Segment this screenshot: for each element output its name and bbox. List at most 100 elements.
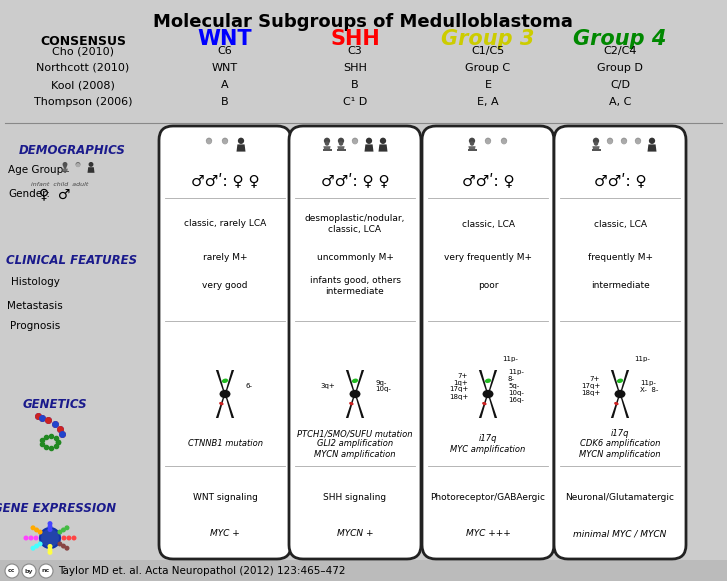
Circle shape xyxy=(324,138,330,144)
Text: CTNNB1 mutation: CTNNB1 mutation xyxy=(188,439,262,449)
Text: ♂♂ʹ: ♀: ♂♂ʹ: ♀ xyxy=(462,174,514,188)
Circle shape xyxy=(31,525,36,530)
Text: Group C: Group C xyxy=(465,63,510,73)
Ellipse shape xyxy=(219,402,224,406)
Ellipse shape xyxy=(222,379,228,383)
Text: Gender:: Gender: xyxy=(8,189,50,199)
Polygon shape xyxy=(379,145,387,152)
Circle shape xyxy=(61,528,66,532)
Text: C2/C4: C2/C4 xyxy=(603,46,637,56)
Circle shape xyxy=(47,527,52,532)
Text: MYC +: MYC + xyxy=(210,529,240,539)
Text: B: B xyxy=(351,80,359,90)
Polygon shape xyxy=(63,168,68,172)
Text: nc: nc xyxy=(42,568,50,573)
FancyBboxPatch shape xyxy=(422,126,554,559)
Text: Taylor MD et. al. Acta Neuropathol (2012) 123:465–472: Taylor MD et. al. Acta Neuropathol (2012… xyxy=(58,566,345,576)
Polygon shape xyxy=(611,396,619,418)
Polygon shape xyxy=(489,396,497,418)
Polygon shape xyxy=(468,146,475,150)
Circle shape xyxy=(40,528,60,548)
Text: i17q
MYC amplification: i17q MYC amplification xyxy=(450,435,526,454)
Text: minimal MYC / MYCN: minimal MYC / MYCN xyxy=(574,529,667,539)
Polygon shape xyxy=(479,370,488,393)
Text: ♂♂ʹ: ♀ ♀: ♂♂ʹ: ♀ ♀ xyxy=(190,174,260,188)
Circle shape xyxy=(607,139,613,145)
Circle shape xyxy=(222,138,228,144)
Ellipse shape xyxy=(352,379,358,383)
Circle shape xyxy=(38,541,43,547)
Polygon shape xyxy=(216,370,225,393)
Text: Photoreceptor/GABAergic: Photoreceptor/GABAergic xyxy=(430,493,545,503)
Circle shape xyxy=(379,138,386,144)
Circle shape xyxy=(47,524,52,529)
Text: uncommonly M+: uncommonly M+ xyxy=(316,253,393,263)
Text: GENETICS: GENETICS xyxy=(23,397,87,411)
Text: C1/C5: C1/C5 xyxy=(471,46,505,56)
FancyBboxPatch shape xyxy=(554,126,686,559)
Ellipse shape xyxy=(617,379,623,383)
Text: intermediate: intermediate xyxy=(590,282,649,290)
Text: Kool (2008): Kool (2008) xyxy=(51,80,115,90)
Text: Northcott (2010): Northcott (2010) xyxy=(36,63,129,73)
Circle shape xyxy=(485,138,491,144)
Text: C3: C3 xyxy=(348,46,362,56)
Polygon shape xyxy=(346,370,355,393)
Polygon shape xyxy=(337,146,345,150)
Circle shape xyxy=(635,139,640,145)
Polygon shape xyxy=(87,167,95,173)
Text: DEMOGRAPHICS: DEMOGRAPHICS xyxy=(19,145,126,157)
Circle shape xyxy=(621,138,627,144)
Text: 7+
1q+
17q+
18q+: 7+ 1q+ 17q+ 18q+ xyxy=(449,372,468,400)
Polygon shape xyxy=(62,171,68,172)
Circle shape xyxy=(353,139,358,145)
Text: E: E xyxy=(484,80,491,90)
Polygon shape xyxy=(592,149,601,150)
Text: 11p-
8-
5q-
10q-
16q-: 11p- 8- 5q- 10q- 16q- xyxy=(508,369,524,403)
Polygon shape xyxy=(611,370,619,393)
Circle shape xyxy=(38,529,43,535)
Text: Molecular Subgroups of Medulloblastoma: Molecular Subgroups of Medulloblastoma xyxy=(153,13,573,31)
Circle shape xyxy=(352,138,358,144)
Ellipse shape xyxy=(350,390,361,398)
Text: WNT: WNT xyxy=(212,63,238,73)
Polygon shape xyxy=(356,396,364,418)
Text: classic, LCA: classic, LCA xyxy=(462,220,515,228)
Circle shape xyxy=(47,521,52,526)
FancyBboxPatch shape xyxy=(289,126,421,559)
Text: 11p-
X-  8-: 11p- X- 8- xyxy=(640,379,659,393)
Polygon shape xyxy=(593,146,600,150)
Text: C¹ D: C¹ D xyxy=(343,97,367,107)
Polygon shape xyxy=(621,396,629,418)
Circle shape xyxy=(593,138,599,144)
Polygon shape xyxy=(337,149,345,150)
Ellipse shape xyxy=(614,390,625,398)
Text: Group D: Group D xyxy=(597,63,643,73)
Text: GENE EXPRESSION: GENE EXPRESSION xyxy=(0,503,116,515)
Text: Cho (2010): Cho (2010) xyxy=(52,46,114,56)
Text: classic, rarely LCA: classic, rarely LCA xyxy=(184,220,266,228)
Ellipse shape xyxy=(349,402,353,406)
Text: MYCN +: MYCN + xyxy=(337,529,373,539)
Polygon shape xyxy=(346,396,355,418)
Circle shape xyxy=(238,138,244,144)
Circle shape xyxy=(649,138,655,144)
Polygon shape xyxy=(364,145,374,152)
Text: PTCH1/SMO/SUFU mutation
GLI2 amplification
MYCN amplification: PTCH1/SMO/SUFU mutation GLI2 amplificati… xyxy=(297,429,413,459)
Text: ♀  ♂: ♀ ♂ xyxy=(39,187,71,201)
Circle shape xyxy=(5,564,19,578)
Polygon shape xyxy=(489,370,497,393)
Ellipse shape xyxy=(483,390,494,398)
Text: ♂♂ʹ: ♀: ♂♂ʹ: ♀ xyxy=(594,174,646,188)
Circle shape xyxy=(63,165,67,168)
Circle shape xyxy=(502,139,507,145)
Text: C6: C6 xyxy=(217,46,233,56)
Text: B: B xyxy=(221,97,229,107)
Circle shape xyxy=(31,546,36,551)
Text: frequently M+: frequently M+ xyxy=(587,253,653,263)
Ellipse shape xyxy=(220,390,230,398)
Circle shape xyxy=(71,536,76,540)
Circle shape xyxy=(65,525,70,530)
Text: 9q-
10q-: 9q- 10q- xyxy=(375,379,391,393)
Text: C/D: C/D xyxy=(610,80,630,90)
